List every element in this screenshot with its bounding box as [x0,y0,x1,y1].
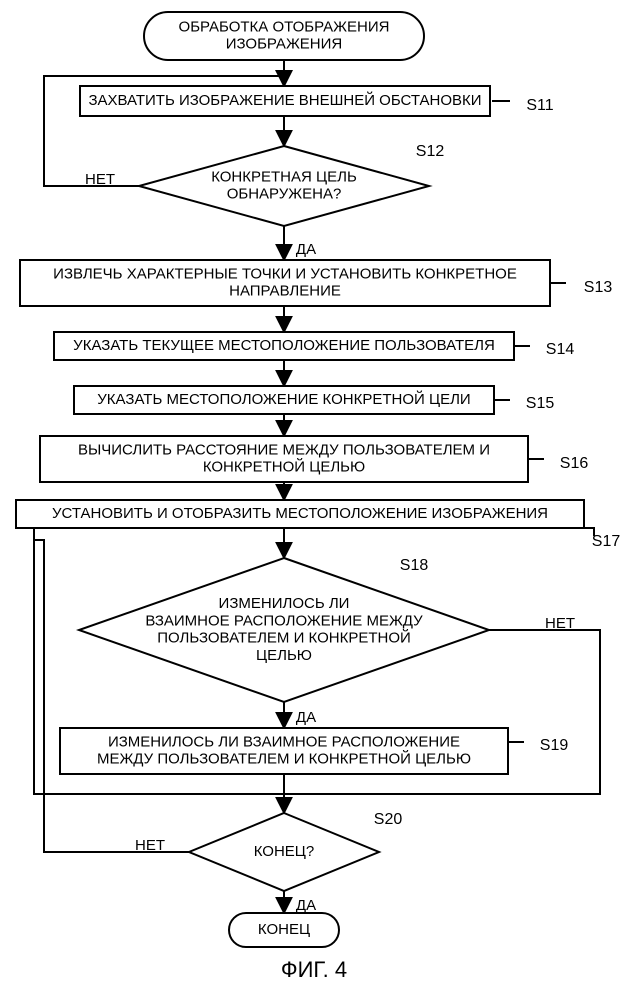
step-label-s12: S12 [416,143,445,160]
step-label-s16: S16 [560,455,589,472]
step-label-s20: S20 [374,811,403,828]
step-label-s19: S19 [540,737,569,754]
edge-label: НЕТ [85,171,115,188]
edge-label: ДА [296,709,316,726]
step-label-s13: S13 [584,279,613,296]
flow-edge [34,540,189,852]
edge-label: НЕТ [545,615,575,632]
process-s17-text: УСТАНОВИТЬ И ОТОБРАЗИТЬ МЕСТОПОЛОЖЕНИЕ И… [52,505,548,522]
figure-caption: ФИГ. 4 [281,957,347,982]
terminator-end-text: КОНЕЦ [258,921,310,938]
process-s11-text: ЗАХВАТИТЬ ИЗОБРАЖЕНИЕ ВНЕШНЕЙ ОБСТАНОВКИ [88,91,481,109]
flowchart-svg: ДАДАДАНЕТНЕТНЕТОБРАБОТКА ОТОБРАЖЕНИЯИЗОБ… [0,0,628,999]
decision-s20-text: КОНЕЦ? [254,843,315,860]
process-s19-text: ИЗМЕНИЛОСЬ ЛИ ВЗАИМНОЕ РАСПОЛОЖЕНИЕМЕЖДУ… [97,733,471,767]
step-label-s17: S17 [592,533,621,550]
edge-label: НЕТ [135,837,165,854]
edge-label: ДА [296,241,316,258]
step-label-s15: S15 [526,395,555,412]
decision-s12-text: КОНКРЕТНАЯ ЦЕЛЬОБНАРУЖЕНА? [211,168,357,202]
step-label-s14: S14 [546,341,575,358]
step-label-s11: S11 [526,97,553,114]
edge-label: ДА [296,897,316,914]
process-s15-text: УКАЗАТЬ МЕСТОПОЛОЖЕНИЕ КОНКРЕТНОЙ ЦЕЛИ [97,390,470,408]
process-s14-text: УКАЗАТЬ ТЕКУЩЕЕ МЕСТОПОЛОЖЕНИЕ ПОЛЬЗОВАТ… [73,337,495,354]
step-label-s18: S18 [400,557,429,574]
